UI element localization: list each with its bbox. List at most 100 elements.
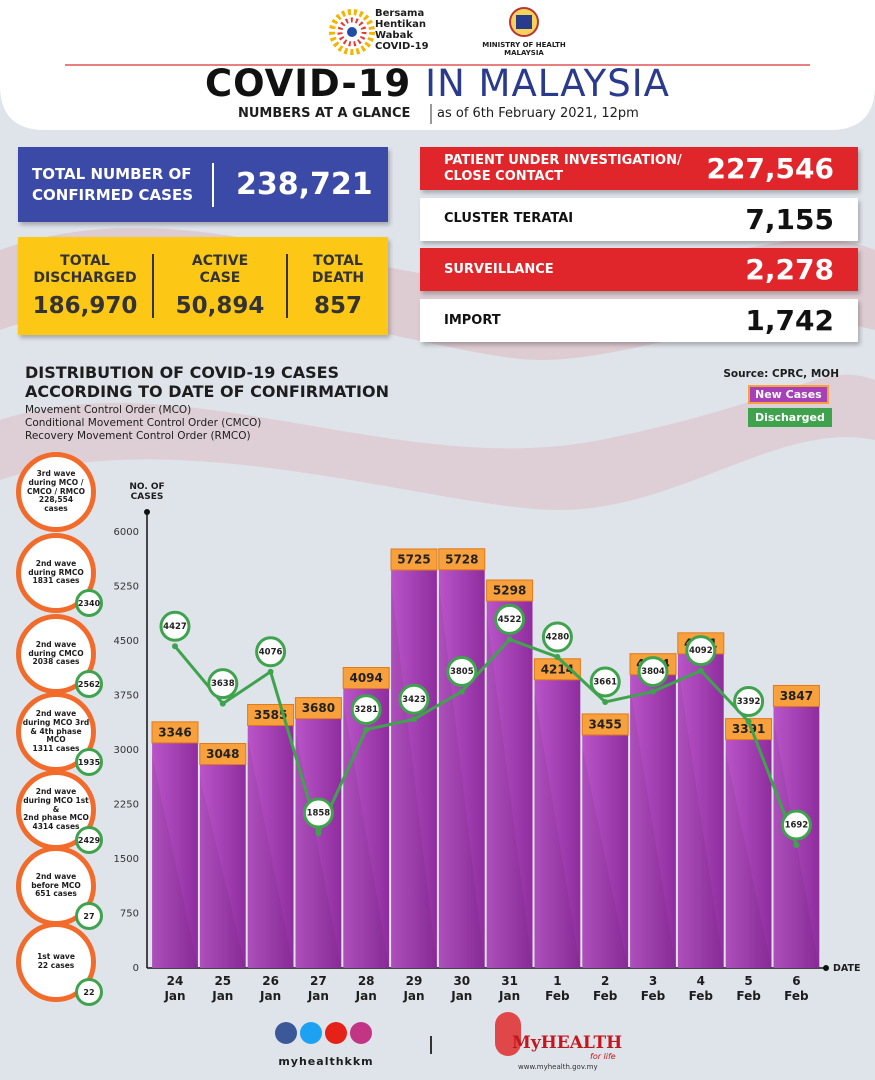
bar-label-bg xyxy=(151,721,199,744)
detail-box: CLUSTER TERATAI 7,155 xyxy=(420,197,858,241)
bar-label: 3048 xyxy=(206,747,239,761)
x-tick-label: 2 Feb xyxy=(592,974,618,1003)
point-label: 1858 xyxy=(307,808,331,818)
x-tick-label: 25 Jan xyxy=(212,974,234,1003)
x-tick-label: 4 Feb xyxy=(688,974,714,1003)
line xyxy=(173,637,798,846)
note: Movement Control Order (MCO) xyxy=(25,404,192,416)
bar-label: 5298 xyxy=(493,584,526,598)
facebook-icon[interactable] xyxy=(275,1022,297,1044)
bar-label-bg xyxy=(486,579,534,602)
x-tick-label: 3 Feb xyxy=(640,974,666,1003)
bar-shade xyxy=(534,691,581,968)
detail-value: 227,546 xyxy=(706,152,834,185)
point-label: 4427 xyxy=(163,622,187,632)
instagram-icon[interactable] xyxy=(350,1022,372,1044)
legend-entry: Discharged xyxy=(748,408,832,427)
y-tick-label: 4500 xyxy=(114,636,139,647)
x-tick-label: 27 Jan xyxy=(307,974,329,1003)
x-tick-label: 26 Jan xyxy=(260,974,282,1003)
discharged-value: 186,970 xyxy=(32,293,138,319)
axis-dot xyxy=(823,965,829,971)
point-label-bg xyxy=(589,666,621,698)
bar-shade xyxy=(773,718,820,968)
detail-value: 7,155 xyxy=(745,202,834,236)
point-label: 3281 xyxy=(354,705,378,715)
point-label-bg xyxy=(541,621,573,653)
detail-label: IMPORT xyxy=(444,312,501,328)
point-label: 4092 xyxy=(689,646,713,656)
point-label: 4076 xyxy=(259,647,283,657)
line-point xyxy=(602,698,609,705)
death-label: TOTAL DEATH xyxy=(311,253,365,286)
bar xyxy=(582,716,629,968)
bar-label-bg xyxy=(581,713,629,736)
source: Source: CPRC, MOH xyxy=(723,368,839,380)
title-main: COVID-19 xyxy=(205,62,412,105)
line-point xyxy=(506,636,513,643)
youtube-icon[interactable] xyxy=(325,1022,347,1044)
point-label: 4522 xyxy=(498,615,522,625)
line-point xyxy=(315,829,322,836)
line-point xyxy=(793,842,800,849)
logo-sunburst xyxy=(329,9,375,55)
wave-discharged: 27 xyxy=(75,902,103,930)
line-point xyxy=(650,688,656,695)
x-tick-label: 24 Jan xyxy=(164,974,186,1003)
note: Recovery Movement Control Order (RMCO) xyxy=(25,430,251,442)
point-label-bg xyxy=(685,635,717,667)
wave-discharged: 2340 xyxy=(75,589,103,617)
social-icons xyxy=(275,1022,372,1048)
x-tick-label: 30 Jan xyxy=(451,974,473,1003)
divider xyxy=(152,254,154,318)
point-label-bg xyxy=(637,656,669,688)
divider xyxy=(212,162,214,207)
bar-shade xyxy=(725,751,772,968)
y-tick-label: 3000 xyxy=(114,745,139,756)
bar-label-bg xyxy=(294,697,342,720)
title: COVID-19 IN MALAYSIA xyxy=(0,62,875,105)
bar-shade xyxy=(152,754,198,968)
title-rest: IN MALAYSIA xyxy=(425,62,670,105)
detail-box: IMPORT 1,742 xyxy=(420,299,858,343)
bar-shade xyxy=(199,776,246,968)
axis-dot xyxy=(144,509,150,515)
note: Conditional Movement Control Order (CMCO… xyxy=(25,417,262,429)
point-label-bg xyxy=(255,636,287,668)
active-label: ACTIVE CASE xyxy=(191,253,249,286)
line-point xyxy=(363,726,370,733)
y-tick-label: 6000 xyxy=(114,527,139,538)
bar-label: 3391 xyxy=(732,722,765,736)
line-point xyxy=(554,653,561,660)
line-point xyxy=(172,643,178,650)
y-tick-label: 750 xyxy=(120,909,139,920)
bar xyxy=(486,583,533,968)
detail-box: SURVEILLANCE 2,278 xyxy=(420,248,858,292)
bar xyxy=(199,746,246,968)
bar xyxy=(247,707,294,968)
bar-shade xyxy=(582,746,629,968)
bar xyxy=(677,635,724,968)
twitter-icon[interactable] xyxy=(300,1022,322,1044)
bar-shade xyxy=(343,700,390,968)
point-label-bg xyxy=(733,686,765,718)
bar xyxy=(152,724,198,968)
bar-label: 3680 xyxy=(302,701,335,715)
active: ACTIVE CASE 50,894 xyxy=(154,253,286,319)
bar-label: 3847 xyxy=(780,689,813,703)
bar-label: 5725 xyxy=(397,552,430,566)
bar-label-bg xyxy=(438,548,486,571)
bar-label: 5728 xyxy=(445,552,478,566)
x-tick-label: 5 Feb xyxy=(736,974,761,1003)
confirmed-label: TOTAL NUMBER OF CONFIRMED CASES xyxy=(32,164,194,204)
bar xyxy=(438,551,485,968)
url: www.myhealth.gov.my xyxy=(518,1063,598,1071)
bar-label: 3346 xyxy=(158,725,191,739)
detail-label: SURVEILLANCE xyxy=(444,261,554,277)
detail-value: 2,278 xyxy=(745,253,834,287)
x-tick-label: 1 Feb xyxy=(545,974,570,1003)
y-tick-label: 0 xyxy=(133,963,139,974)
outcome-box: TOTAL DISCHARGED 186,970 ACTIVE CASE 50,… xyxy=(18,237,388,335)
